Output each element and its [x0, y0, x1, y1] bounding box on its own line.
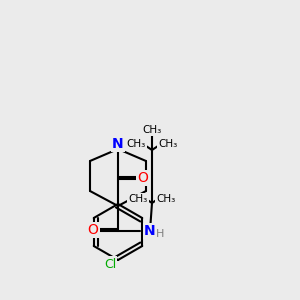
Text: N: N: [112, 137, 124, 151]
Text: CH₃: CH₃: [126, 139, 146, 149]
Text: O: O: [88, 223, 98, 237]
Text: H: H: [156, 229, 164, 239]
Text: Cl: Cl: [104, 257, 116, 271]
Text: CH₃: CH₃: [156, 194, 176, 204]
Text: O: O: [138, 171, 148, 185]
Text: N: N: [144, 224, 156, 238]
Text: CH₃: CH₃: [158, 139, 178, 149]
Text: CH₃: CH₃: [142, 125, 162, 135]
Text: CH₃: CH₃: [128, 194, 148, 204]
